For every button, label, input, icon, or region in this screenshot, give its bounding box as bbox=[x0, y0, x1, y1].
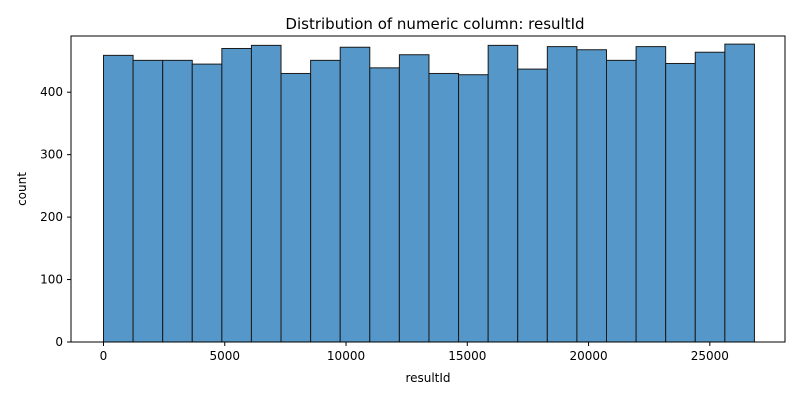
histogram-bar bbox=[546, 46, 578, 343]
histogram-bar bbox=[694, 51, 726, 343]
histogram-bar bbox=[221, 47, 252, 343]
histogram-bar bbox=[665, 62, 696, 343]
y-tick-label: 300 bbox=[40, 148, 63, 162]
x-tick-label: 20000 bbox=[569, 349, 607, 363]
x-tick-label: 10000 bbox=[327, 349, 365, 363]
axes-group: 0 5000 10000 15000 20000 25000 0 100 200 300 400 bbox=[40, 35, 786, 363]
y-tick-label: 400 bbox=[40, 85, 63, 99]
histogram-bar bbox=[487, 44, 519, 343]
histogram-bar bbox=[250, 44, 282, 343]
histogram-bar bbox=[280, 72, 312, 343]
bars-group bbox=[102, 43, 755, 343]
plot-frame bbox=[70, 35, 786, 343]
x-tick-label: 25000 bbox=[691, 349, 729, 363]
histogram-bar bbox=[132, 59, 164, 343]
y-tick-label: 100 bbox=[40, 273, 63, 287]
histogram-bar bbox=[369, 67, 400, 343]
histogram-bar bbox=[191, 63, 223, 343]
histogram-bar bbox=[458, 74, 489, 343]
histogram-bar bbox=[339, 46, 371, 343]
histogram-bar bbox=[724, 43, 755, 343]
x-tick-label: 5000 bbox=[209, 349, 240, 363]
histogram-bar bbox=[606, 59, 637, 343]
histogram-bar bbox=[428, 72, 460, 343]
histogram-bar bbox=[517, 68, 548, 343]
x-tick-label: 15000 bbox=[448, 349, 486, 363]
histogram-bar bbox=[398, 54, 430, 343]
x-axis-label: resultId bbox=[405, 371, 450, 385]
y-tick-label: 0 bbox=[55, 335, 63, 349]
histogram-bar bbox=[102, 54, 134, 343]
y-tick-label: 200 bbox=[40, 210, 63, 224]
histogram-bar bbox=[310, 59, 341, 343]
histogram-bar bbox=[635, 46, 667, 343]
histogram-bar bbox=[576, 49, 607, 343]
histogram-bar bbox=[162, 59, 193, 343]
chart-title: Distribution of numeric column: resultId bbox=[285, 15, 584, 33]
y-axis-label: count bbox=[15, 172, 29, 206]
x-tick-label: 0 bbox=[100, 349, 108, 363]
